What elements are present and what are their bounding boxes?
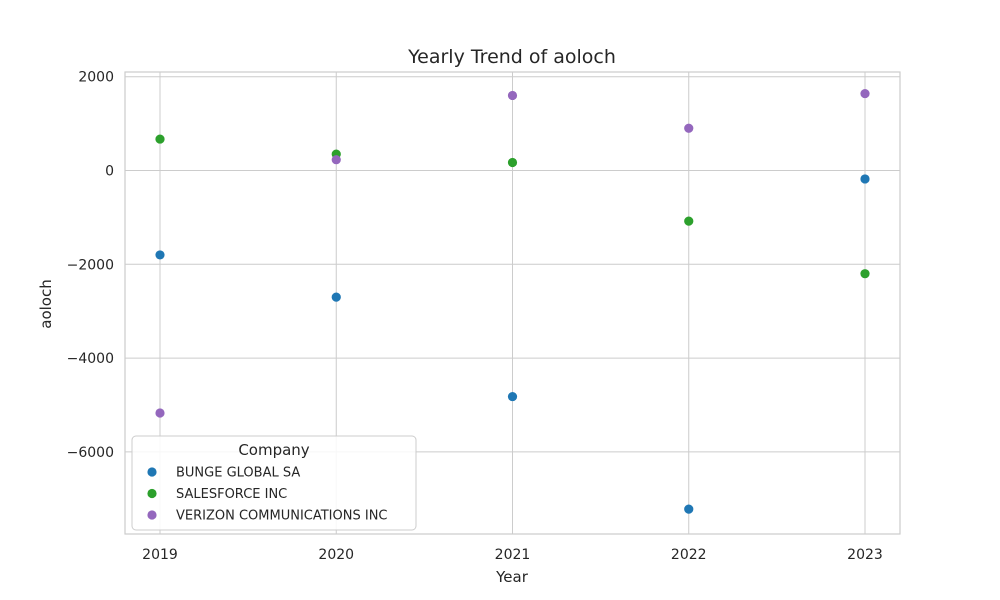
y-tick-label: −2000	[67, 257, 114, 273]
legend-marker	[147, 467, 157, 477]
x-axis-label: Year	[495, 568, 529, 586]
legend-title: Company	[238, 441, 309, 459]
data-point	[684, 504, 694, 514]
legend-items: BUNGE GLOBAL SA SALESFORCE INC VERIZON COM…	[147, 466, 388, 524]
data-point	[860, 269, 870, 279]
y-tick-label: 0	[105, 163, 114, 179]
data-point	[860, 88, 870, 99]
data-point	[331, 292, 341, 302]
y-axis-ticks: 2000 0 −2000 −4000 −6000	[67, 70, 114, 461]
y-tick-label: −6000	[67, 445, 114, 461]
data-point	[155, 134, 165, 144]
y-tick-label: 2000	[78, 70, 114, 86]
plot-frame	[124, 71, 901, 535]
y-axis-label: aoloch	[37, 279, 55, 328]
legend: Company BUNGE GLOBAL SA SALESFORCE INC VER…	[131, 435, 417, 531]
x-tick-label: 2020	[318, 547, 354, 563]
data-points	[155, 88, 870, 514]
y-tick-label: −4000	[67, 351, 114, 367]
series-0	[155, 174, 870, 514]
data-point	[507, 391, 518, 402]
legend-label: SALESFORCE INC	[176, 487, 287, 502]
data-point	[684, 123, 694, 133]
data-point	[155, 250, 165, 260]
legend-label: VERIZON COMMUNICATIONS INC	[176, 509, 388, 524]
plot-border	[124, 71, 901, 535]
data-point	[684, 216, 694, 226]
data-point	[155, 408, 165, 418]
x-tick-label: 2022	[671, 547, 707, 563]
legend-marker	[147, 488, 157, 499]
legend-label: BUNGE GLOBAL SA	[176, 466, 300, 481]
x-tick-label: 2019	[142, 547, 178, 563]
series-2	[155, 88, 870, 418]
data-point	[331, 155, 341, 165]
chart-title: Yearly Trend of aoloch	[407, 46, 616, 68]
legend-box	[131, 435, 417, 531]
legend-marker	[147, 510, 157, 520]
data-point	[507, 90, 518, 101]
data-point	[507, 157, 518, 168]
x-tick-label: 2021	[495, 547, 531, 563]
x-axis-ticks: 2019 2020 2021 2022 2023	[142, 547, 883, 563]
data-point	[860, 174, 870, 184]
x-tick-label: 2023	[847, 547, 883, 563]
